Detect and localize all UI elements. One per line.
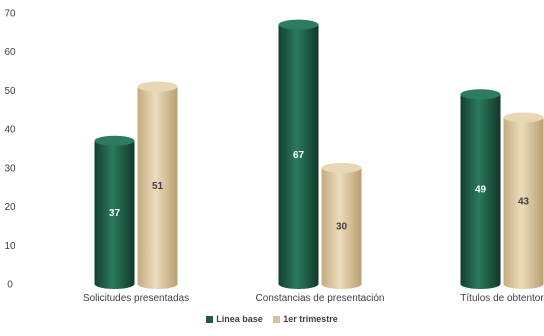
bar-linea-base-constancias-de-presentacion-top <box>278 19 319 30</box>
bar-1er-trimestre-solicitudes-presentadas: 51 <box>137 81 178 289</box>
bar-linea-base-solicitudes-presentadas-body <box>94 140 135 289</box>
bar-1er-trimestre-titulos-de-obtentor: 43 <box>503 112 544 290</box>
legend: Linea base 1er trimestre <box>0 314 544 325</box>
bar-linea-base-solicitudes-presentadas: 37 <box>94 135 135 289</box>
bar-linea-base-titulos-de-obtentor-top <box>460 89 501 100</box>
x-tick-titulos-de-obtentor: Títulos de obtentor <box>460 293 544 304</box>
legend-item-1er-trimestre: 1er trimestre <box>273 314 338 324</box>
data-label-1er-trimestre-constancias-de-presentacion: 30 <box>336 221 348 232</box>
x-tick-constancias-de-presentacion: Constancias de presentación <box>256 293 385 304</box>
bars: 37 51 67 30 49 43 <box>94 19 544 290</box>
bar-linea-base-titulos-de-obtentor-body <box>460 94 501 289</box>
legend-swatch-1er-trimestre <box>273 315 281 323</box>
bar-linea-base-solicitudes-presentadas-top <box>94 135 135 146</box>
y-tick-10: 10 <box>4 241 16 252</box>
bar-1er-trimestre-titulos-de-obtentor-body <box>503 117 544 290</box>
data-label-1er-trimestre-solicitudes-presentadas: 51 <box>152 181 164 192</box>
bar-1er-trimestre-constancias-de-presentacion-body <box>321 167 362 289</box>
y-tick-30: 30 <box>4 163 16 174</box>
bar-linea-base-constancias-de-presentacion-body <box>278 24 319 289</box>
y-tick-60: 60 <box>4 47 16 58</box>
bar-1er-trimestre-constancias-de-presentacion: 30 <box>321 162 362 289</box>
bar-1er-trimestre-solicitudes-presentadas-body <box>137 86 178 289</box>
y-tick-20: 20 <box>4 202 16 213</box>
x-tick-solicitudes-presentadas: Solicitudes presentadas <box>83 293 189 304</box>
bar-linea-base-constancias-de-presentacion: 67 <box>278 19 319 289</box>
data-label-linea-base-constancias-de-presentacion: 67 <box>293 150 305 161</box>
bar-1er-trimestre-titulos-de-obtentor-top <box>503 112 544 123</box>
y-tick-0: 0 <box>7 280 13 291</box>
y-axis: 0 10 20 30 40 50 60 70 <box>4 9 16 291</box>
data-label-1er-trimestre-titulos-de-obtentor: 43 <box>518 196 530 207</box>
bar-linea-base-titulos-de-obtentor: 49 <box>460 89 501 289</box>
data-label-linea-base-solicitudes-presentadas: 37 <box>109 208 121 219</box>
y-tick-50: 50 <box>4 86 16 97</box>
y-tick-40: 40 <box>4 125 16 136</box>
x-axis: Solicitudes presentadas Constancias de pr… <box>83 293 544 304</box>
y-tick-70: 70 <box>4 9 16 20</box>
data-label-linea-base-titulos-de-obtentor: 49 <box>475 185 487 196</box>
legend-label-linea-base: Linea base <box>216 314 263 324</box>
legend-label-1er-trimestre: 1er trimestre <box>283 314 338 324</box>
bar-1er-trimestre-constancias-de-presentacion-top <box>321 162 362 173</box>
legend-swatch-linea-base <box>206 315 214 323</box>
legend-item-linea-base: Linea base <box>206 314 263 324</box>
bar-1er-trimestre-solicitudes-presentadas-top <box>137 81 178 92</box>
